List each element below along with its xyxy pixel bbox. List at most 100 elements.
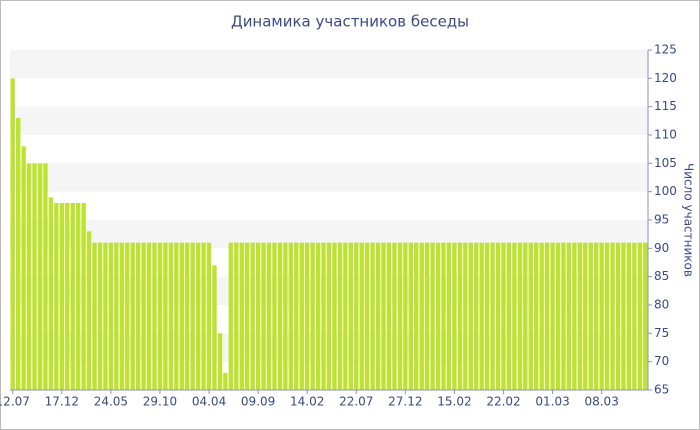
bar xyxy=(86,231,92,390)
bar xyxy=(626,242,632,390)
bar xyxy=(103,242,108,390)
bar xyxy=(430,242,435,390)
bar xyxy=(501,242,506,390)
y-tick-label: 70 xyxy=(654,354,669,368)
bar xyxy=(370,242,375,390)
grid-band xyxy=(10,163,648,192)
bar xyxy=(528,242,533,390)
x-tick-label: 29.10 xyxy=(143,395,177,409)
grid-band xyxy=(10,106,648,135)
y-tick-label: 75 xyxy=(654,326,669,340)
bar xyxy=(534,242,539,390)
bar xyxy=(468,242,473,390)
x-tick-label: 12.07 xyxy=(0,395,30,409)
y-axis-label: Число участников xyxy=(682,163,696,277)
bar xyxy=(479,242,484,390)
bar xyxy=(146,242,152,390)
bar xyxy=(539,242,544,390)
bar xyxy=(364,242,370,390)
x-tick-label: 22.02 xyxy=(486,395,520,409)
bar xyxy=(588,242,593,390)
bar xyxy=(21,146,26,390)
bar xyxy=(441,242,446,390)
bar xyxy=(245,242,250,390)
y-tick-label: 85 xyxy=(654,269,669,283)
bar xyxy=(621,242,626,390)
x-tick-label: 22.07 xyxy=(339,395,373,409)
bar xyxy=(637,242,643,390)
y-tick-label: 90 xyxy=(654,241,669,255)
bar xyxy=(419,242,424,390)
bar xyxy=(26,163,32,390)
bar xyxy=(583,242,588,390)
bar xyxy=(457,242,463,390)
bar xyxy=(201,242,206,390)
bar xyxy=(643,242,648,390)
bar xyxy=(168,242,174,390)
bar xyxy=(615,242,621,390)
bar xyxy=(212,265,217,390)
y-tick-label: 95 xyxy=(654,213,669,227)
y-tick-label: 125 xyxy=(654,43,677,57)
bar xyxy=(130,242,135,390)
bar xyxy=(381,242,386,390)
bar xyxy=(343,242,348,390)
bar xyxy=(332,242,337,390)
grid-band xyxy=(10,50,648,79)
y-tick-label: 105 xyxy=(654,156,677,170)
bar xyxy=(217,333,223,390)
bar xyxy=(185,242,190,390)
bar xyxy=(10,78,15,390)
bar xyxy=(163,242,168,390)
bar xyxy=(375,242,381,390)
x-tick-label: 27.12 xyxy=(388,395,422,409)
bar xyxy=(125,242,130,390)
bar xyxy=(610,242,615,390)
bar xyxy=(566,242,572,390)
bar xyxy=(239,242,244,390)
bar xyxy=(550,242,555,390)
bar xyxy=(348,242,353,390)
x-tick-label: 08.03 xyxy=(584,395,618,409)
bar xyxy=(386,242,392,390)
bar xyxy=(506,242,512,390)
bar xyxy=(463,242,468,390)
bar xyxy=(474,242,479,390)
bar xyxy=(114,242,119,390)
bar xyxy=(37,163,43,390)
bar xyxy=(135,242,141,390)
bar xyxy=(190,242,195,390)
bar xyxy=(223,373,228,390)
x-tick-label: 14.02 xyxy=(290,395,324,409)
y-tick-label: 120 xyxy=(654,71,677,85)
bar xyxy=(206,242,212,390)
bar xyxy=(337,242,343,390)
bar xyxy=(403,242,408,390)
bar xyxy=(255,242,261,390)
bar xyxy=(408,242,413,390)
bar xyxy=(43,163,48,390)
bar xyxy=(283,242,288,390)
bar xyxy=(604,242,610,390)
bar xyxy=(577,242,583,390)
y-tick-label: 65 xyxy=(654,383,669,397)
bar xyxy=(414,242,419,390)
bar xyxy=(326,242,332,390)
bar xyxy=(152,242,157,390)
bar xyxy=(32,163,37,390)
bar xyxy=(517,242,523,390)
bar xyxy=(310,242,315,390)
bar xyxy=(594,242,599,390)
bar xyxy=(561,242,566,390)
bar xyxy=(141,242,146,390)
bar xyxy=(108,242,114,390)
y-tick-label: 100 xyxy=(654,184,677,198)
bar xyxy=(261,242,266,390)
x-tick-label: 24.05 xyxy=(94,395,128,409)
bar xyxy=(392,242,397,390)
bar xyxy=(299,242,304,390)
bar xyxy=(495,242,501,390)
bar xyxy=(250,242,255,390)
bar xyxy=(321,242,326,390)
